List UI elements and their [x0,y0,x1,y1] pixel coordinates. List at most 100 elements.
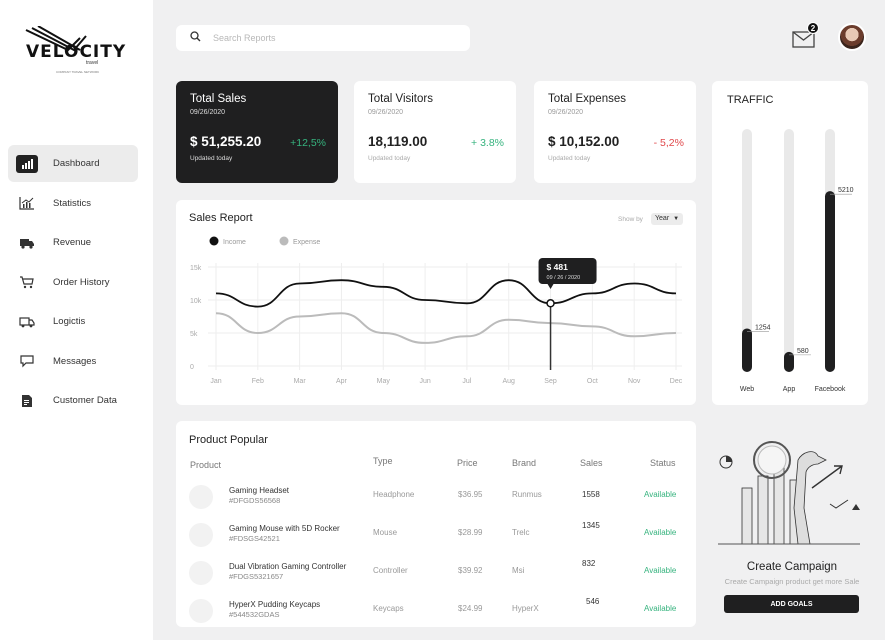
bar-chart-icon [16,154,38,173]
product-price: $36.95 [458,490,483,499]
x-tick-label: Jul [462,378,471,385]
sales-report-title: Sales Report [189,212,253,224]
stat-card-total-expenses[interactable]: Total Expenses 09/26/2020 $ 10,152.00 - … [534,81,696,183]
add-goals-button[interactable]: ADD GOALS [724,595,859,613]
sidebar-item-logictis[interactable]: Logictis [8,303,138,340]
stat-change: - 5,2% [653,137,684,149]
stat-value: $ 51,255.20 [190,134,262,149]
logo-chevron-icon [25,26,87,52]
product-popular-title: Product Popular [189,434,268,446]
product-brand: Msi [512,566,525,575]
stat-value: 18,119.00 [368,134,428,149]
traffic-category-label: Facebook [815,386,846,393]
campaign-subtitle: Create Campaign product get more Sale [724,577,860,586]
sidebar-item-messages[interactable]: Messages [8,343,138,380]
sidebar-item-label: Messages [53,355,97,367]
product-id: #DFGDS56568 [229,496,281,505]
legend-label: Expense [293,239,320,246]
traffic-bar-facebook [825,191,835,372]
caret-down-icon: ▼ [673,216,680,222]
table-row[interactable]: Dual Vibration Gaming Controller #FDGS53… [176,555,696,593]
stat-title: Total Visitors [368,93,433,105]
traffic-card: TRAFFIC 1254 Web 580 App 5210 Facebook [712,81,868,405]
y-tick-label: 10k [190,298,202,305]
stat-card-total-visitors[interactable]: Total Visitors 09/26/2020 18,119.00 + 3.… [354,81,516,183]
brand-logo[interactable]: VELOCITY travel COMPANY TRAVEL NETWORK [22,26,125,78]
sidebar-item-label: Logictis [53,316,86,327]
x-tick-label: Jan [210,378,221,385]
sidebar-item-revenue[interactable]: Revenue [8,224,138,261]
traffic-bar-track [742,129,752,372]
traffic-bar-web [742,328,752,372]
series-line-income [215,279,677,308]
search-input[interactable] [213,33,453,43]
product-status: Available [644,604,677,613]
sidebar: VELOCITY travel COMPANY TRAVEL NETWORK D… [0,0,153,640]
cart-icon [16,273,38,291]
stat-card-total-sales[interactable]: Total Sales 09/26/2020 $ 51,255.20 +12,5… [176,81,338,183]
stat-value: $ 10,152.00 [548,134,620,149]
sidebar-item-label: Dashboard [53,158,100,169]
traffic-value-label: 5210 [838,187,854,194]
traffic-category-label: App [783,386,796,393]
x-tick-label: Feb [252,378,264,385]
product-name: Gaming Mouse with 5D Rocker [229,524,340,533]
chart-tooltip: $ 481 09 / 26 / 2020 [538,258,597,289]
stat-updated: Updated today [548,155,591,162]
product-sales: 832 [582,559,596,568]
delivery-truck-icon [16,313,38,331]
product-sales: 1558 [582,490,600,499]
product-brand: Runmus [512,490,542,499]
col-header-brand: Brand [512,458,537,468]
product-type: Mouse [373,528,398,537]
sidebar-item-label: Revenue [53,237,92,248]
product-price: $24.99 [458,604,483,613]
traffic-value-label: 1254 [755,324,771,331]
period-select[interactable]: Year ▼ [651,213,683,225]
sidebar-item-order-history[interactable]: Order History [8,264,138,301]
x-tick-label: Apr [336,378,348,385]
avatar[interactable] [838,23,866,51]
sidebar-item-customer-data[interactable]: Customer Data [8,382,138,419]
col-header-price: Price [457,458,478,468]
search-bar[interactable] [176,25,470,51]
table-row[interactable]: Gaming Headset #DFGDS56568 Headphone $36… [176,479,696,517]
product-type: Controller [373,566,408,575]
stat-date: 09/26/2020 [368,109,404,116]
sales-report-card: Sales Report Show by Year ▼ 15k 10k 5k 0 Jan… [176,200,696,405]
table-row[interactable]: Gaming Mouse with 5D Rocker #FDSGS42521 … [176,517,696,555]
sidebar-item-statistics[interactable]: Statistics [8,185,138,222]
product-brand: Trelc [512,528,530,537]
truck-icon [16,234,38,252]
product-status: Available [644,490,677,499]
sidebar-item-label: Customer Data [53,395,117,406]
mail-button[interactable]: 2 [792,22,820,50]
period-value: Year [655,215,670,222]
product-name: Dual Vibration Gaming Controller [229,562,347,571]
sidebar-item-dashboard[interactable]: Dashboard [8,145,138,182]
stat-date: 09/26/2020 [190,109,226,116]
legend-label: Income [223,239,246,246]
tooltip-date: 09 / 26 / 2020 [547,275,581,281]
highlight-point [546,299,555,308]
traffic-category-label: Web [740,386,754,393]
sales-line-chart: 15k 10k 5k 0 Jan Feb Mar Apr May Jun Jul Aug Sep Oct N… [190,236,683,385]
brand-tagline: COMPANY TRAVEL NETWORK [56,70,100,74]
sidebar-item-label: Statistics [53,197,92,209]
chart-grid [208,263,682,370]
product-name: HyperX Pudding Keycaps [229,600,321,609]
x-tick-label: Mar [294,378,307,385]
product-type: Keycaps [373,604,404,613]
stat-title: Total Sales [190,93,247,105]
product-type: Headphone [373,490,415,499]
headset-thumbnail [189,485,213,509]
stat-change: + 3.8% [471,137,504,149]
table-row[interactable]: HyperX Pudding Keycaps #544532GDAS Keyca… [176,593,696,631]
product-status: Available [644,566,677,575]
product-id: #FDSGS42521 [229,534,280,543]
product-sales: 546 [586,597,600,606]
mail-count-badge: 2 [807,22,819,34]
mouse-thumbnail [189,523,213,547]
col-header-status: Status [650,458,676,468]
traffic-value-label: 580 [797,348,809,355]
